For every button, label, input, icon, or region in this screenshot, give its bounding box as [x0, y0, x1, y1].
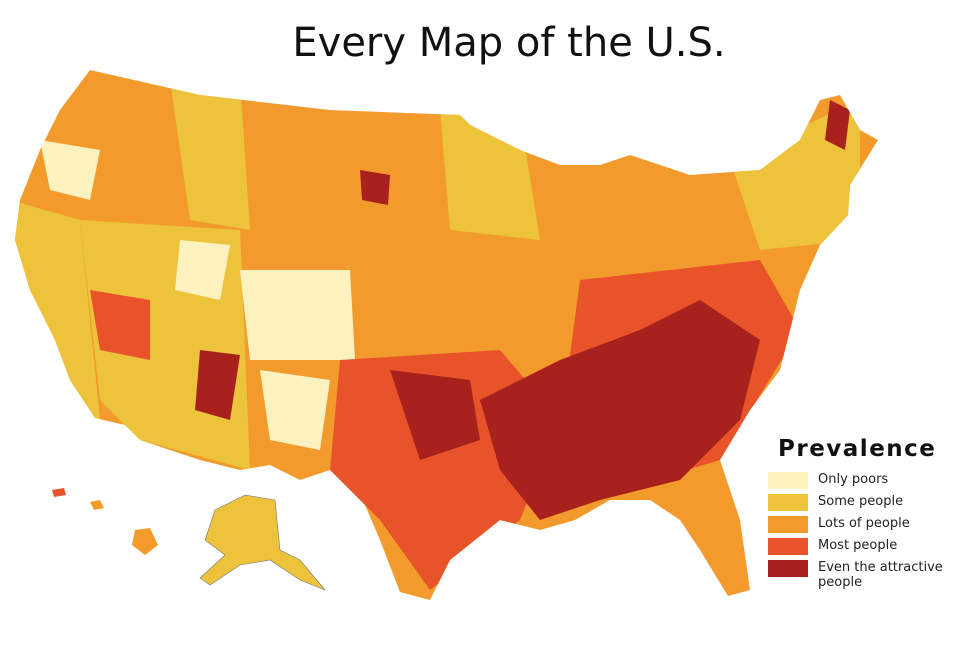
map-region [440, 110, 540, 240]
legend-items: Only poors Some people Lots of people Most … [768, 472, 978, 590]
map-region [480, 300, 760, 520]
map-region [260, 370, 330, 450]
map-region [360, 170, 390, 205]
map-region [825, 100, 850, 150]
legend-item: Lots of people [768, 516, 978, 533]
map-region [90, 500, 104, 510]
legend-swatch [768, 516, 808, 533]
map-region [175, 240, 230, 300]
legend-item: Most people [768, 538, 978, 555]
legend-swatch [768, 560, 808, 577]
legend-item: Some people [768, 494, 978, 511]
legend-swatch [768, 538, 808, 555]
legend-title: Prevalence [778, 436, 937, 462]
legend-item: Only poors [768, 472, 978, 489]
map-region [90, 290, 150, 360]
map-region [240, 270, 355, 360]
alaska [199, 494, 326, 591]
legend-label: Even the attractive people [818, 560, 943, 590]
legend: Prevalence Only poors Some people Lots of … [764, 432, 978, 601]
map-region [170, 80, 250, 230]
legend-item: Even the attractive people [768, 560, 978, 590]
legend-label: Lots of people [818, 516, 910, 531]
legend-swatch [768, 494, 808, 511]
map-region [195, 350, 240, 420]
title: Every Map of the U.S. [292, 20, 726, 66]
map-region [40, 140, 100, 200]
legend-label: Most people [818, 538, 898, 553]
map-region [390, 370, 480, 460]
map-region [132, 528, 158, 555]
legend-swatch [768, 472, 808, 489]
legend-label: Only poors [818, 472, 889, 487]
hawaii [52, 488, 158, 555]
legend-label: Some people [818, 494, 904, 509]
map-region [52, 488, 66, 497]
map-region [199, 494, 326, 591]
